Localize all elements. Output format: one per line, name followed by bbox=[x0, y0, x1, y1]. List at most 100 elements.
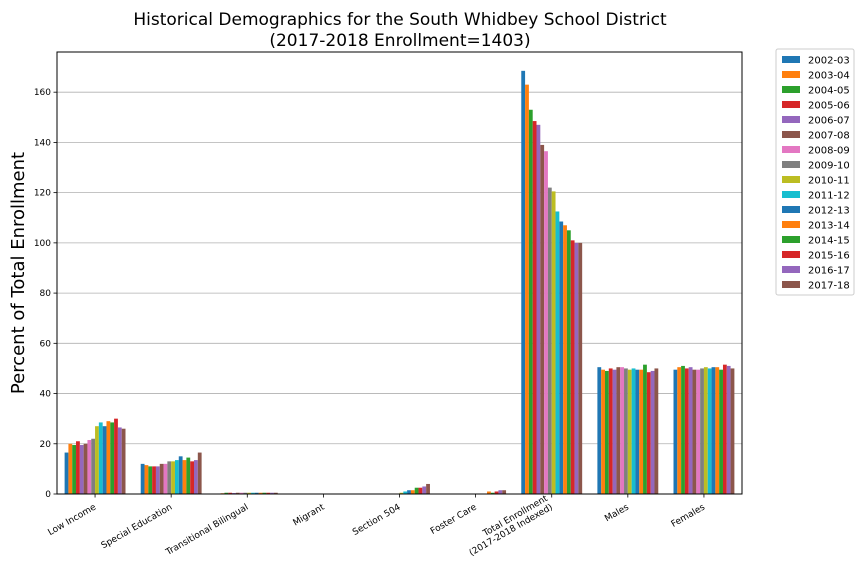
legend-swatch bbox=[782, 191, 800, 198]
legend-entry: 2002-03 bbox=[808, 56, 850, 67]
legend-entry: 2004-05 bbox=[808, 86, 850, 97]
bar bbox=[521, 70, 526, 494]
legend-swatch bbox=[782, 176, 800, 183]
bar bbox=[197, 452, 202, 494]
legend-swatch bbox=[782, 161, 800, 168]
bar bbox=[673, 369, 678, 494]
bar bbox=[140, 463, 145, 494]
bar bbox=[235, 492, 240, 494]
bar bbox=[544, 151, 548, 495]
bar bbox=[703, 367, 708, 494]
y-tick-label: 140 bbox=[34, 138, 51, 148]
bar bbox=[72, 445, 77, 494]
bar bbox=[117, 427, 122, 494]
legend-swatch bbox=[782, 116, 800, 123]
bar bbox=[114, 418, 118, 494]
legend-entry: 2005-06 bbox=[808, 101, 850, 112]
bar bbox=[726, 365, 731, 494]
bar bbox=[403, 491, 408, 494]
bar bbox=[87, 440, 92, 494]
bar bbox=[620, 367, 625, 494]
y-tick-label: 60 bbox=[40, 339, 52, 349]
bar bbox=[677, 367, 682, 494]
legend-entry: 2011-12 bbox=[808, 191, 850, 202]
legend-swatch bbox=[782, 281, 800, 288]
bar bbox=[707, 368, 712, 494]
bar bbox=[144, 465, 149, 494]
chart-subtitle: (2017-2018 Enrollment=1403) bbox=[269, 31, 530, 51]
bar bbox=[251, 492, 255, 494]
bar bbox=[186, 457, 191, 494]
bar bbox=[498, 490, 503, 494]
bar bbox=[624, 368, 628, 494]
bar bbox=[605, 370, 609, 494]
y-tick-label: 20 bbox=[40, 440, 52, 450]
bar bbox=[258, 492, 263, 494]
bar bbox=[110, 422, 115, 494]
y-tick-label: 40 bbox=[40, 390, 52, 400]
legend-entry: 2013-14 bbox=[808, 221, 850, 232]
bar bbox=[418, 487, 423, 494]
bar bbox=[555, 211, 560, 494]
bar bbox=[95, 426, 99, 494]
bar bbox=[532, 121, 537, 494]
bar bbox=[722, 364, 727, 494]
bar bbox=[190, 461, 194, 494]
bar bbox=[692, 369, 697, 494]
bar bbox=[76, 441, 80, 494]
bar bbox=[79, 445, 84, 494]
bar bbox=[239, 492, 244, 494]
legend-entry: 2015-16 bbox=[808, 251, 850, 262]
bar bbox=[643, 364, 647, 494]
bar bbox=[247, 492, 252, 494]
legend-entry: 2009-10 bbox=[808, 161, 850, 172]
legend: 2002-03 2003-04 2004-05 2005-06 2006-07 2007-… bbox=[775, 48, 855, 296]
legend-swatch bbox=[782, 131, 800, 138]
bar bbox=[528, 109, 533, 495]
bar bbox=[228, 492, 233, 494]
bar bbox=[616, 367, 621, 494]
bar bbox=[639, 369, 644, 494]
bar bbox=[681, 365, 685, 494]
legend-entry: 2012-13 bbox=[808, 206, 850, 217]
bar bbox=[64, 452, 69, 494]
bar bbox=[525, 84, 529, 494]
bar bbox=[711, 367, 716, 494]
bar bbox=[152, 466, 156, 494]
bar bbox=[627, 369, 632, 494]
bar bbox=[148, 466, 153, 494]
legend-entry: 2017-18 bbox=[808, 281, 850, 292]
bar bbox=[159, 463, 164, 494]
bar bbox=[254, 492, 259, 494]
bar bbox=[502, 490, 507, 494]
bar bbox=[262, 492, 267, 494]
bar bbox=[597, 367, 602, 494]
bar bbox=[163, 463, 168, 494]
bar bbox=[566, 230, 571, 494]
bar bbox=[551, 191, 556, 494]
bar bbox=[171, 461, 175, 494]
bar bbox=[266, 492, 271, 494]
legend-swatch bbox=[782, 251, 800, 258]
bar bbox=[494, 491, 499, 494]
bar bbox=[232, 492, 236, 494]
bar bbox=[91, 438, 96, 494]
y-tick-label: 100 bbox=[34, 239, 51, 249]
legend-swatch bbox=[782, 56, 800, 63]
bar bbox=[414, 487, 419, 494]
legend-entry: 2014-15 bbox=[808, 236, 850, 247]
bar bbox=[224, 492, 229, 494]
bar bbox=[696, 369, 701, 494]
bar bbox=[570, 240, 575, 494]
bar bbox=[490, 492, 495, 494]
bar bbox=[730, 368, 735, 494]
bar bbox=[559, 221, 564, 495]
y-axis-label: Percent of Total Enrollment bbox=[8, 152, 29, 394]
bar bbox=[273, 492, 278, 494]
y-tick-label: 0 bbox=[45, 490, 51, 500]
legend-entry: 2010-11 bbox=[808, 176, 850, 187]
bar bbox=[243, 492, 248, 494]
bar bbox=[487, 491, 491, 494]
